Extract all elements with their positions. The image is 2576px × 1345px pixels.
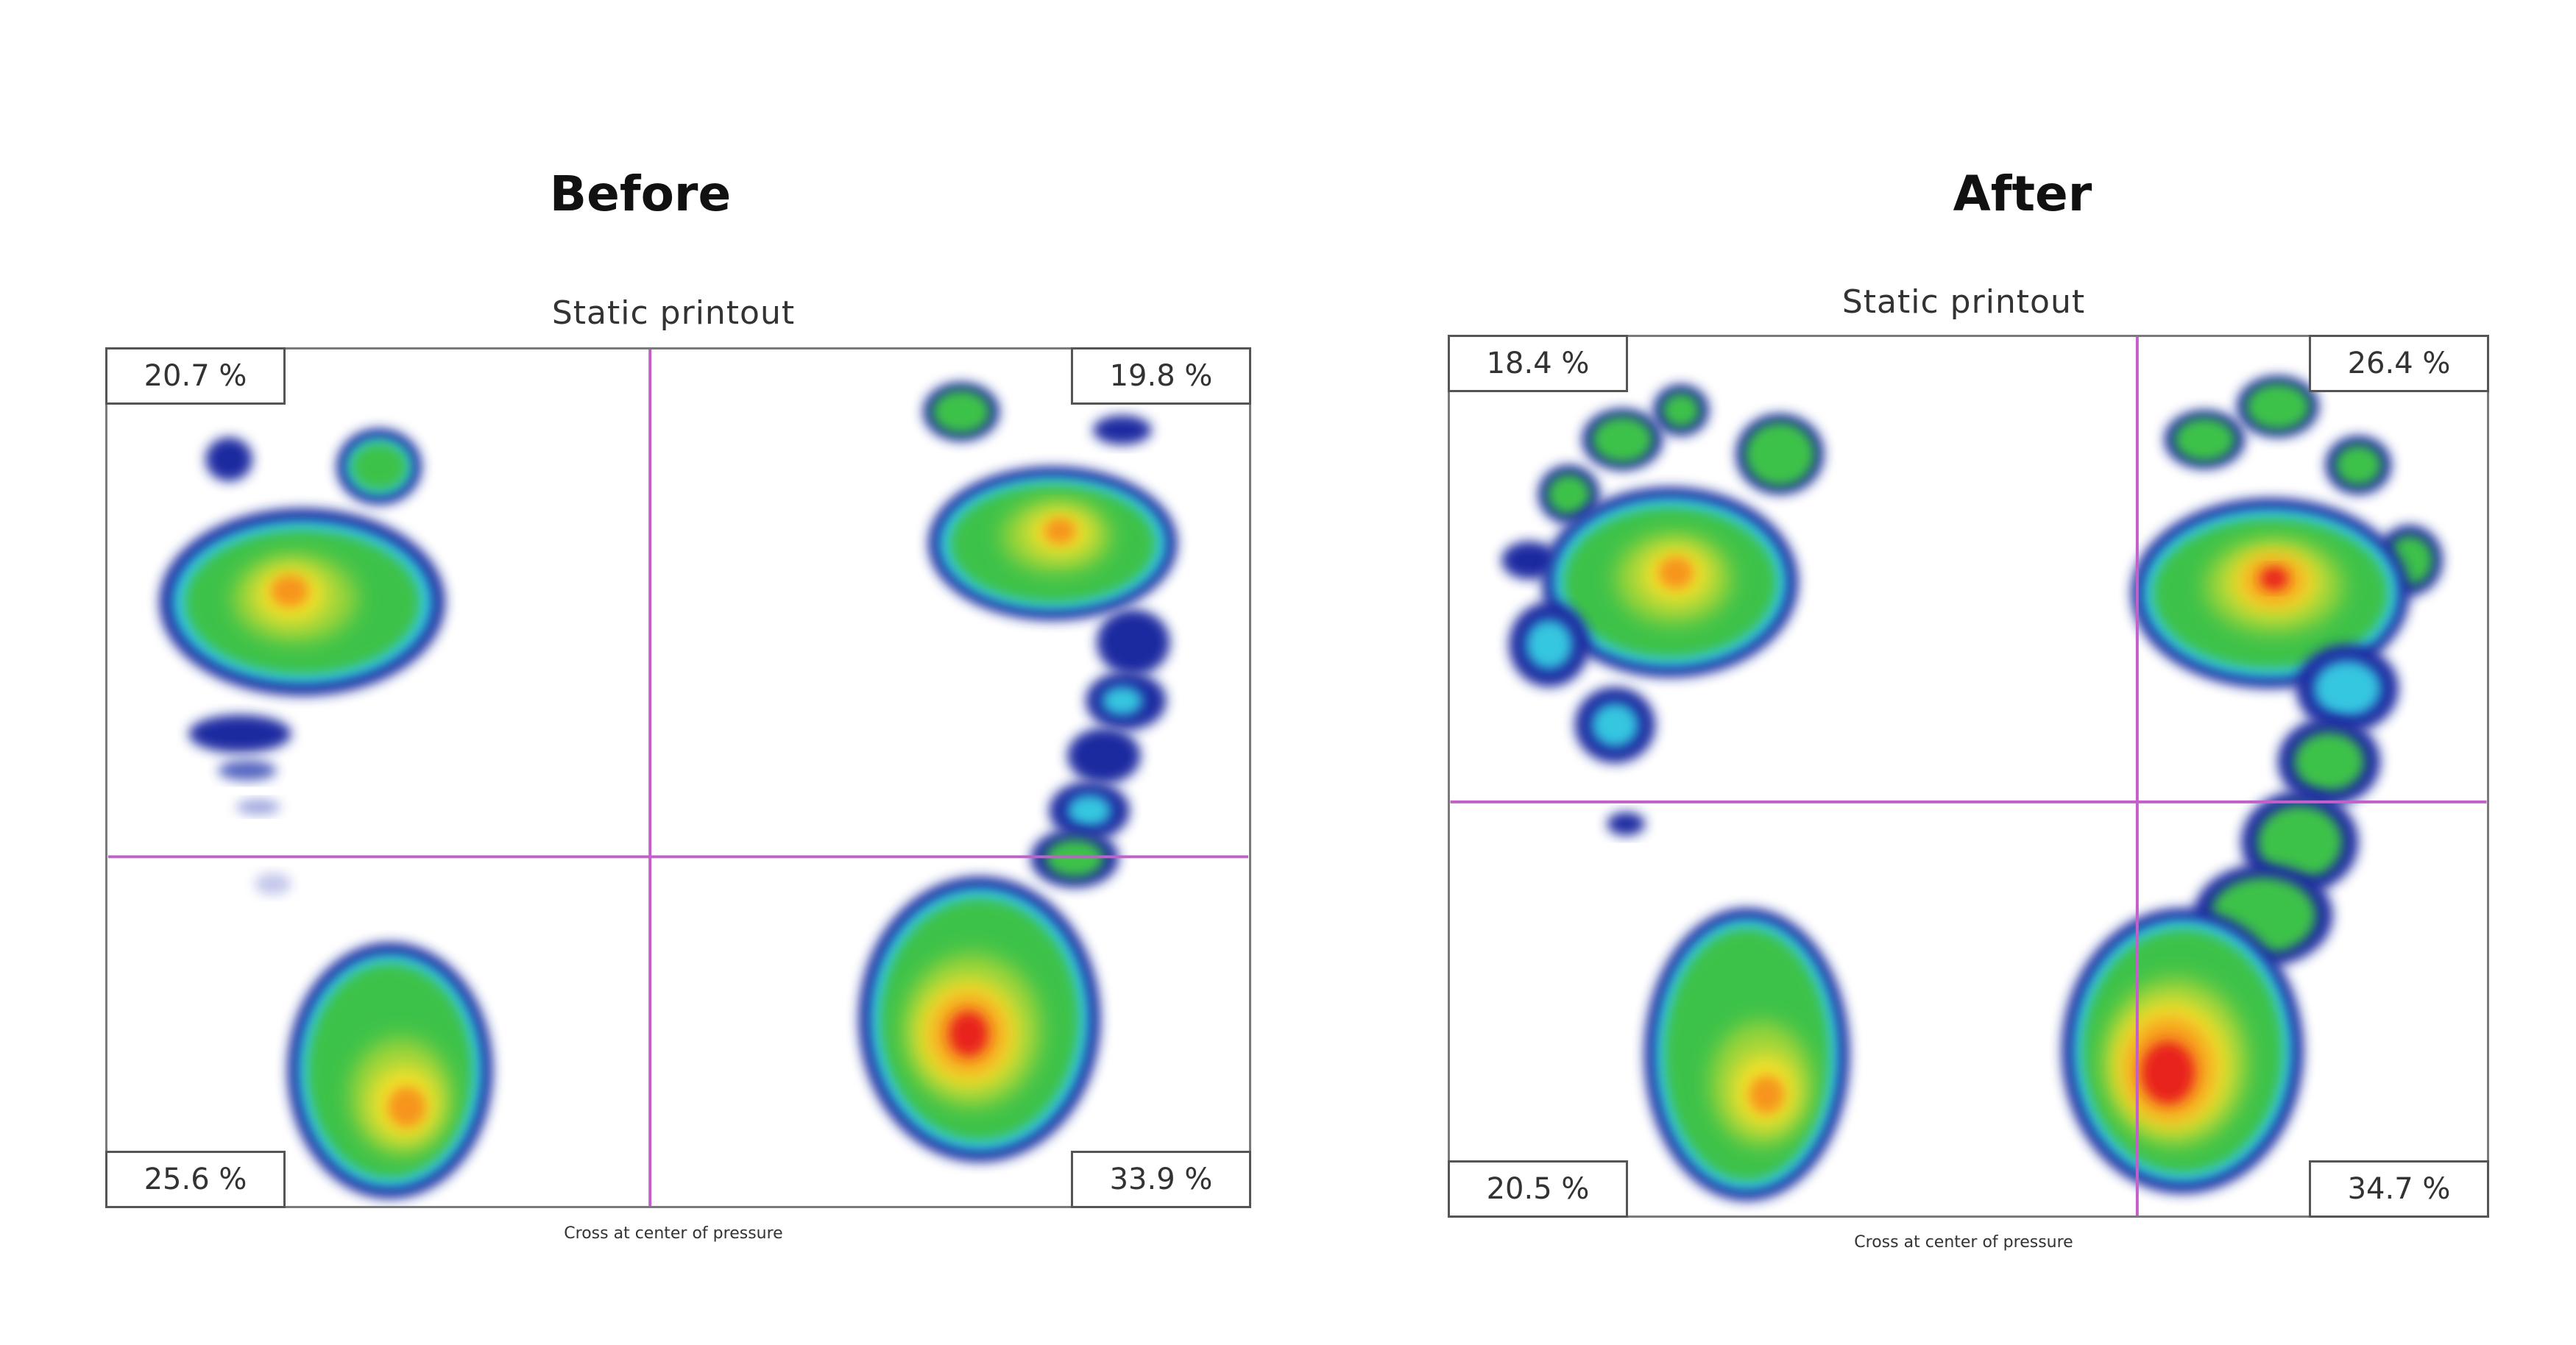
pressure-heatmap-before — [107, 349, 1249, 1206]
left-foot-pressure-before — [159, 428, 493, 1199]
panel-title-before: Before — [549, 166, 732, 222]
quadrant-bottom-right-percent-after: 34.7 % — [2309, 1160, 2489, 1218]
pressure-map-after: 18.4 % 26.4 % 20.5 % 34.7 % — [1448, 335, 2489, 1218]
quadrant-bottom-left-percent-after: 20.5 % — [1448, 1160, 1628, 1218]
static-printout-label-after: Static printout — [1841, 283, 2086, 321]
footer-note-before: Cross at center of pressure — [564, 1224, 783, 1243]
quadrant-bottom-left-percent-before: 25.6 % — [105, 1151, 286, 1208]
quadrant-top-right-percent-before: 19.8 % — [1071, 347, 1251, 405]
right-foot-pressure-after — [2062, 375, 2443, 1194]
footer-note-after: Cross at center of pressure — [1854, 1233, 2073, 1252]
right-foot-pressure-before — [858, 382, 1178, 1163]
pressure-map-before: 20.7 % 19.8 % 25.6 % 33.9 % — [105, 347, 1251, 1208]
quadrant-top-left-percent-before: 20.7 % — [105, 347, 286, 405]
left-foot-pressure-after — [1501, 384, 1850, 1202]
panel-title-after: After — [1953, 166, 2092, 222]
quadrant-bottom-right-percent-before: 33.9 % — [1071, 1151, 1251, 1208]
static-printout-label-before: Static printout — [551, 294, 796, 332]
pressure-heatmap-after — [1450, 337, 2487, 1216]
quadrant-top-left-percent-after: 18.4 % — [1448, 335, 1628, 392]
quadrant-top-right-percent-after: 26.4 % — [2309, 335, 2489, 392]
